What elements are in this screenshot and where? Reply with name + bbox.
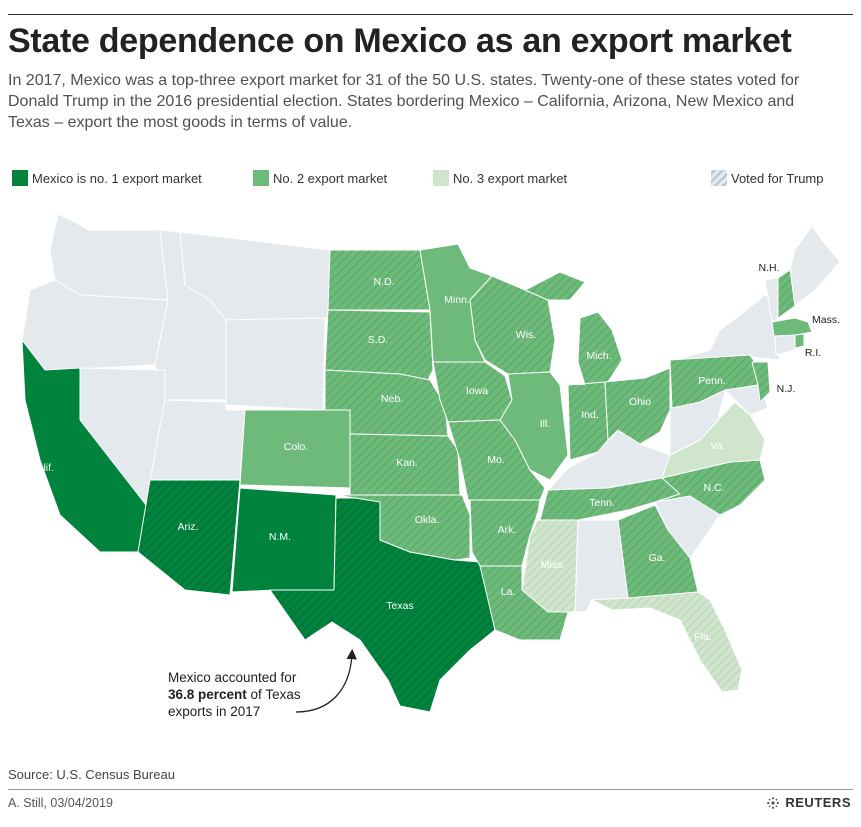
legend-item-no3: No. 3 export market	[433, 170, 567, 186]
label-ga: Ga.	[649, 552, 666, 564]
state-maine	[789, 225, 841, 307]
chart-title: State dependence on Mexico as an export …	[8, 22, 792, 60]
legend-label-no1: Mexico is no. 1 export market	[32, 170, 202, 186]
state-okla	[335, 494, 471, 561]
legend-label-no2: No. 2 export market	[273, 170, 388, 186]
label-ind: Ind.	[581, 409, 599, 421]
label-okla: Okla.	[415, 514, 440, 526]
label-ariz: Ariz.	[178, 521, 199, 533]
source-note: Source: U.S. Census Bureau	[8, 767, 175, 782]
annotation-arrow	[295, 648, 357, 713]
chart-subtitle: In 2017, Mexico was a top-three export m…	[8, 72, 800, 131]
state-ind	[567, 381, 609, 461]
state-ark	[469, 499, 541, 567]
state-fla	[591, 591, 743, 693]
legend-item-no2: No. 2 export market	[253, 170, 387, 186]
legend-swatch-no3	[433, 170, 449, 186]
state-mass	[771, 317, 813, 337]
legend-item-no1: Mexico is no. 1 export market	[12, 170, 202, 186]
label-ark: Ark.	[498, 524, 517, 536]
top-rule	[8, 14, 853, 15]
annotation-line2: 36.8 percent of Texas	[168, 686, 358, 703]
label-nm: N.M.	[269, 531, 291, 543]
label-miss: Miss.	[541, 559, 566, 571]
label-neb: Neb.	[381, 393, 403, 405]
label-va: Va.	[711, 440, 726, 452]
state-miss	[521, 519, 579, 613]
label-mich: Mich.	[586, 350, 611, 362]
reuters-dot-icon	[767, 796, 780, 809]
texas-annotation: Mexico accounted for 36.8 percent of Tex…	[168, 669, 358, 720]
legend-label-no3: No. 3 export market	[453, 170, 568, 186]
label-la: La.	[501, 586, 516, 598]
state-ill	[499, 371, 569, 481]
state-mich-up	[524, 271, 586, 301]
us-map: Calif. Ariz. N.M. Texas Colo. N.D. S.D. …	[21, 213, 841, 713]
state-new-york	[674, 294, 781, 361]
label-iowa: Iowa	[466, 385, 488, 397]
state-ri	[794, 333, 805, 349]
label-colo: Colo.	[284, 441, 309, 453]
reuters-logo: REUTERS	[766, 795, 851, 810]
state-nj	[751, 361, 771, 403]
legend-item-trump: Voted for Trump	[711, 170, 824, 186]
brand-name: REUTERS	[785, 795, 851, 810]
label-nc: N.C.	[704, 482, 725, 494]
byline: A. Still, 03/04/2019	[8, 796, 113, 810]
label-mass: Mass.	[812, 314, 840, 326]
label-wis: Wis.	[516, 329, 536, 341]
annotation-line2-rest: of Texas	[246, 687, 301, 702]
label-ohio: Ohio	[629, 396, 651, 408]
state-mich	[577, 311, 623, 386]
label-tenn: Tenn.	[589, 497, 615, 509]
state-penn	[669, 354, 761, 409]
legend-swatch-no2	[253, 170, 269, 186]
legend-swatch-trump	[711, 170, 727, 186]
state-va	[661, 401, 766, 479]
label-kan: Kan.	[396, 457, 418, 469]
state-utah	[149, 399, 246, 481]
annotation-line3: exports in 2017	[168, 704, 261, 719]
bottom-rule	[8, 789, 853, 790]
label-nj: N.J.	[777, 383, 796, 395]
label-texas: Texas	[386, 600, 413, 612]
state-wyoming	[225, 317, 326, 411]
legend: Mexico is no. 1 export market No. 2 expo…	[0, 170, 861, 188]
label-ri: R.I.	[805, 347, 821, 359]
legend-label-trump: Voted for Trump	[731, 170, 824, 186]
state-ohio	[604, 367, 671, 445]
state-kan	[349, 433, 461, 496]
annotation-bold: 36.8 percent	[168, 687, 247, 702]
label-ill: Ill.	[540, 418, 551, 430]
label-mo: Mo.	[487, 454, 505, 466]
state-la	[479, 565, 569, 641]
label-fla: Fla.	[694, 631, 712, 643]
label-nh: N.H.	[759, 262, 780, 274]
state-connecticut	[774, 334, 796, 356]
label-sd: S.D.	[368, 334, 388, 346]
state-ariz	[137, 479, 241, 596]
label-minn: Minn.	[444, 294, 470, 306]
annotation-line1: Mexico accounted for	[168, 670, 297, 685]
label-calif: Calif.	[30, 462, 54, 474]
lake-michigan	[558, 300, 585, 385]
state-nh	[777, 269, 796, 319]
label-nd: N.D.	[374, 276, 395, 288]
legend-swatch-no1	[12, 170, 28, 186]
label-penn: Penn.	[698, 375, 725, 387]
